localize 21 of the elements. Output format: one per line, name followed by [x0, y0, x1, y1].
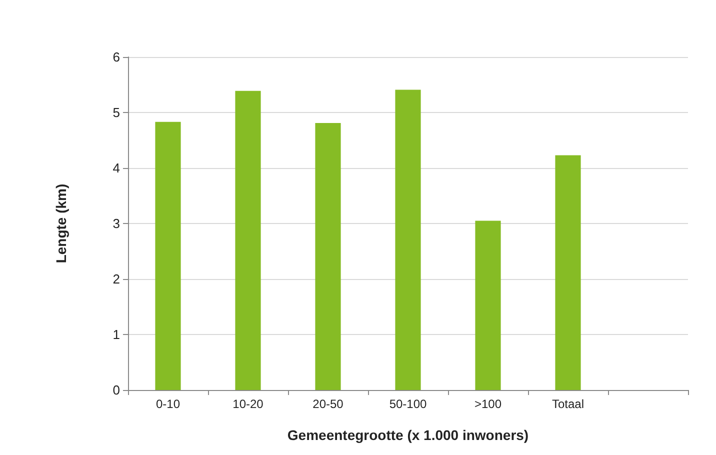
x-tick-label: 50-100 — [389, 397, 428, 411]
y-tick-label: 1 — [112, 327, 120, 342]
bar — [475, 220, 501, 390]
y-tick-label: 4 — [112, 160, 120, 176]
y-tick-label: 0 — [112, 382, 120, 398]
y-axis-title: Lengte (km) — [53, 184, 69, 264]
x-tick-label: 20-50 — [312, 397, 344, 411]
y-tick-label: 6 — [112, 50, 120, 64]
bar — [235, 90, 261, 390]
bar — [395, 90, 421, 390]
x-tick-label: Totaal — [552, 397, 584, 411]
x-tick-label: 10-20 — [232, 397, 264, 411]
bar — [315, 123, 341, 390]
x-axis-title: Gemeentegrootte (x 1.000 inwoners) — [287, 427, 529, 443]
y-tick-label: 2 — [112, 272, 120, 286]
x-tick-label: >100 — [474, 397, 502, 411]
bar — [155, 122, 181, 390]
y-tick-label: 5 — [112, 105, 120, 120]
y-tick-label: 3 — [112, 216, 120, 231]
bar — [555, 155, 581, 390]
x-tick-label: 0-10 — [156, 397, 180, 411]
